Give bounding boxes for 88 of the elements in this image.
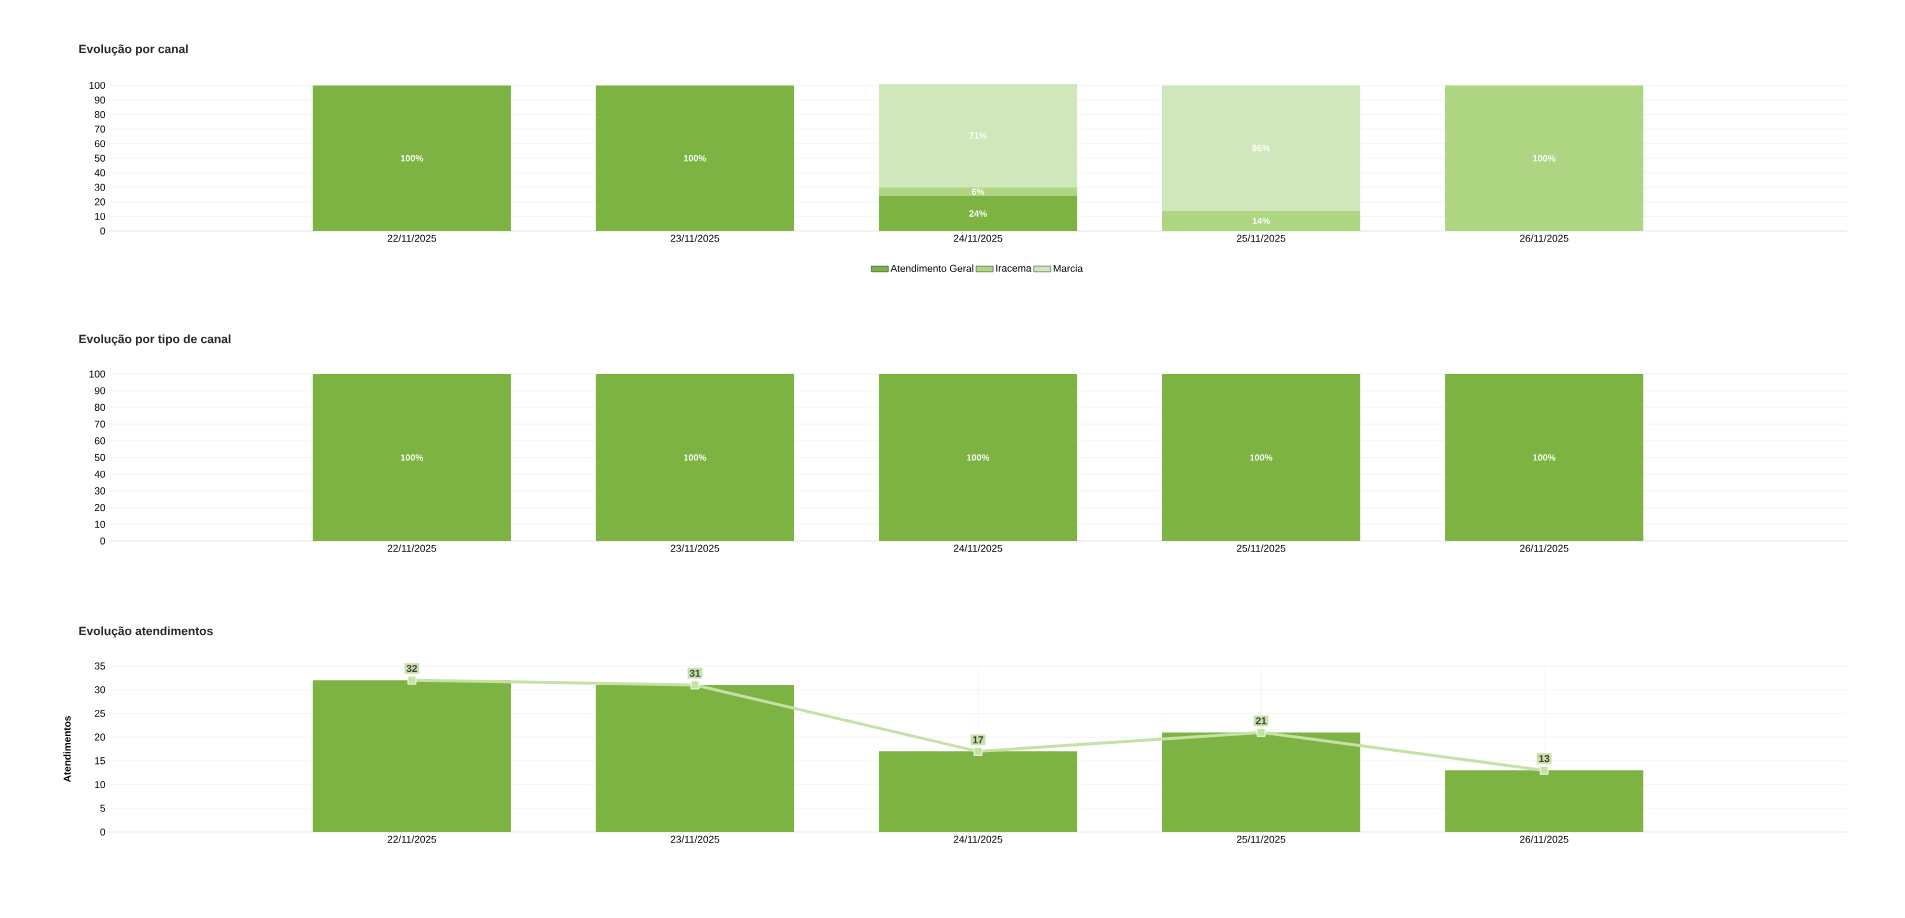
x-tick-label: 22/11/2025: [387, 835, 437, 843]
y-tick-label: 20: [94, 504, 106, 512]
y-tick-label: 100: [89, 81, 106, 89]
data-label: 100%: [1250, 454, 1273, 461]
point: [1256, 728, 1266, 737]
x-tick-label: 25/11/2025: [1236, 835, 1286, 843]
bar: [1162, 732, 1361, 832]
bar: [878, 187, 1078, 197]
y-tick-label: 70: [94, 125, 106, 133]
data-label: 100%: [400, 155, 424, 162]
x-tick-label: 22/11/2025: [387, 544, 437, 552]
data-label: 24%: [969, 210, 987, 217]
x-tick-label: 24/11/2025: [953, 544, 1003, 552]
data-label: 31: [689, 669, 701, 677]
y-tick-label: 30: [94, 686, 106, 694]
y-tick-label: 10: [95, 212, 106, 220]
data-label: 100%: [684, 155, 707, 162]
bar: [1162, 85, 1361, 211]
x-tick-label: 25/11/2025: [1236, 544, 1286, 552]
bar: [1445, 770, 1644, 832]
y-tick-label: 35: [94, 662, 106, 670]
y-tick-label: 10: [95, 520, 106, 528]
data-label: 71%: [969, 132, 987, 139]
y-tick-label: 80: [94, 111, 106, 119]
chart-title: Evolução por tipo de canal: [79, 334, 231, 346]
data-label: 100%: [684, 454, 707, 461]
point: [690, 680, 700, 690]
bar: [878, 196, 1078, 231]
x-tick-label: 23/11/2025: [670, 544, 720, 552]
data-label: 100%: [1533, 454, 1556, 461]
bar: [312, 85, 511, 231]
x-tick-label: 25/11/2025: [1236, 234, 1286, 242]
x-tick-label: 26/11/2025: [1520, 234, 1569, 242]
y-tick-label: 25: [94, 709, 106, 717]
bar: [878, 83, 1078, 188]
x-tick-label: 23/11/2025: [670, 234, 720, 242]
point: [1539, 765, 1549, 775]
y-tick-label: 50: [94, 154, 106, 162]
bar: [1162, 210, 1361, 231]
legend-label: Atendimento Geral: [890, 264, 974, 272]
bar: [595, 85, 795, 231]
y-tick-label: 90: [94, 96, 106, 104]
chart-title: Evolução atendimentos: [79, 626, 213, 638]
y-axis-title: Atendimentos: [63, 716, 71, 783]
y-tick-label: 0: [100, 537, 106, 545]
legend-label: Iracema: [996, 264, 1032, 272]
y-tick-label: 40: [94, 169, 106, 177]
data-label: 6%: [971, 188, 985, 195]
bar: [878, 751, 1078, 832]
bar: [595, 684, 795, 832]
legend-label: Marcia: [1053, 264, 1083, 272]
data-label: 86%: [1252, 144, 1270, 152]
y-tick-label: 40: [94, 470, 106, 478]
y-tick-label: 70: [94, 420, 106, 428]
data-label: 100%: [1533, 155, 1556, 162]
x-tick-label: 26/11/2025: [1520, 835, 1569, 843]
y-tick-label: 60: [94, 140, 106, 148]
data-label: 32: [406, 664, 418, 673]
y-tick-label: 90: [94, 387, 106, 395]
point: [407, 675, 417, 685]
y-tick-label: 20: [94, 733, 106, 741]
data-label: 14%: [1252, 217, 1270, 224]
y-tick-label: 15: [95, 757, 106, 765]
y-tick-label: 50: [94, 453, 106, 462]
bar: [1445, 85, 1644, 231]
chart-title: Evolução por canal: [79, 44, 188, 56]
x-tick-label: 26/11/2025: [1520, 544, 1569, 552]
data-label: 100%: [967, 454, 990, 461]
data-label: 17: [973, 736, 984, 744]
y-tick-label: 30: [94, 487, 106, 495]
data-label: 21: [1255, 717, 1267, 725]
y-tick-label: 5: [100, 804, 106, 812]
x-tick-label: 23/11/2025: [670, 835, 720, 843]
data-label: 13: [1539, 755, 1550, 763]
y-tick-label: 80: [94, 403, 106, 411]
y-tick-label: 10: [95, 781, 106, 789]
data-label: 100%: [400, 454, 424, 461]
y-tick-label: 60: [94, 437, 106, 445]
bar: [312, 680, 511, 832]
x-tick-label: 22/11/2025: [387, 234, 437, 242]
y-tick-label: 100: [89, 370, 106, 378]
x-tick-label: 24/11/2025: [953, 234, 1003, 242]
y-tick-label: 0: [100, 227, 106, 235]
y-tick-label: 30: [94, 183, 106, 191]
y-tick-label: 20: [94, 198, 106, 206]
x-tick-label: 24/11/2025: [953, 835, 1003, 843]
point: [973, 746, 983, 756]
y-tick-label: 0: [100, 828, 106, 836]
